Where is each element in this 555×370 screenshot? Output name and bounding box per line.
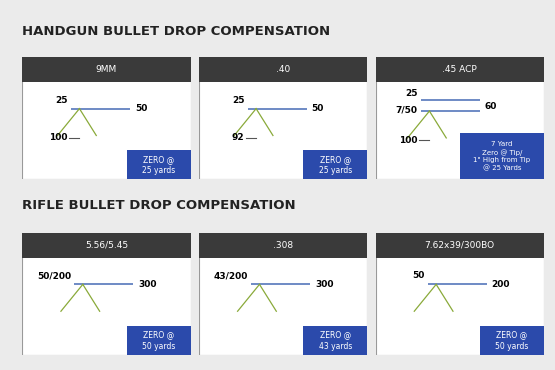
Bar [376,233,544,258]
Text: HANDGUN BULLET DROP COMPENSATION: HANDGUN BULLET DROP COMPENSATION [22,25,330,38]
Bar [376,57,544,82]
Text: 200: 200 [492,280,510,289]
Bar [480,326,544,355]
Text: 43/200: 43/200 [213,271,248,280]
Text: .45 ACP: .45 ACP [442,65,477,74]
Text: 50: 50 [312,104,324,113]
Bar [22,233,190,258]
Text: 25: 25 [405,90,417,98]
Text: .308: .308 [273,241,293,250]
Bar [460,133,544,179]
Text: 7/50: 7/50 [396,105,417,114]
Text: ZERO @
50 yards: ZERO @ 50 yards [495,330,528,351]
Bar [303,150,367,179]
Text: 50/200: 50/200 [37,271,71,280]
Text: 7 Yard
Zero @ Tip/
1" High from Tip
@ 25 Yards: 7 Yard Zero @ Tip/ 1" High from Tip @ 25… [473,141,531,171]
Bar [199,233,367,258]
Bar [303,326,367,355]
Text: 25: 25 [232,95,244,105]
Text: 60: 60 [485,102,497,111]
Text: 300: 300 [138,280,157,289]
Text: 300: 300 [315,280,334,289]
Text: ZERO @
50 yards: ZERO @ 50 yards [142,330,175,351]
Text: 25: 25 [55,95,68,105]
Text: 100: 100 [399,136,417,145]
Text: 5.56/5.45: 5.56/5.45 [85,241,128,250]
Text: 50: 50 [135,104,148,113]
Text: 100: 100 [49,134,68,142]
Bar [127,326,190,355]
Text: 7.62x39/300BO: 7.62x39/300BO [425,241,495,250]
Bar [127,150,190,179]
Bar [22,57,190,82]
Text: .40: .40 [276,65,290,74]
Text: 9MM: 9MM [96,65,117,74]
Text: ZERO @
43 yards: ZERO @ 43 yards [319,330,352,351]
Text: ZERO @
25 yards: ZERO @ 25 yards [142,155,175,175]
Text: RIFLE BULLET DROP COMPENSATION: RIFLE BULLET DROP COMPENSATION [22,199,296,212]
Bar [199,57,367,82]
Text: ZERO @
25 yards: ZERO @ 25 yards [319,155,352,175]
Text: 92: 92 [231,134,244,142]
Text: 50: 50 [412,271,425,280]
